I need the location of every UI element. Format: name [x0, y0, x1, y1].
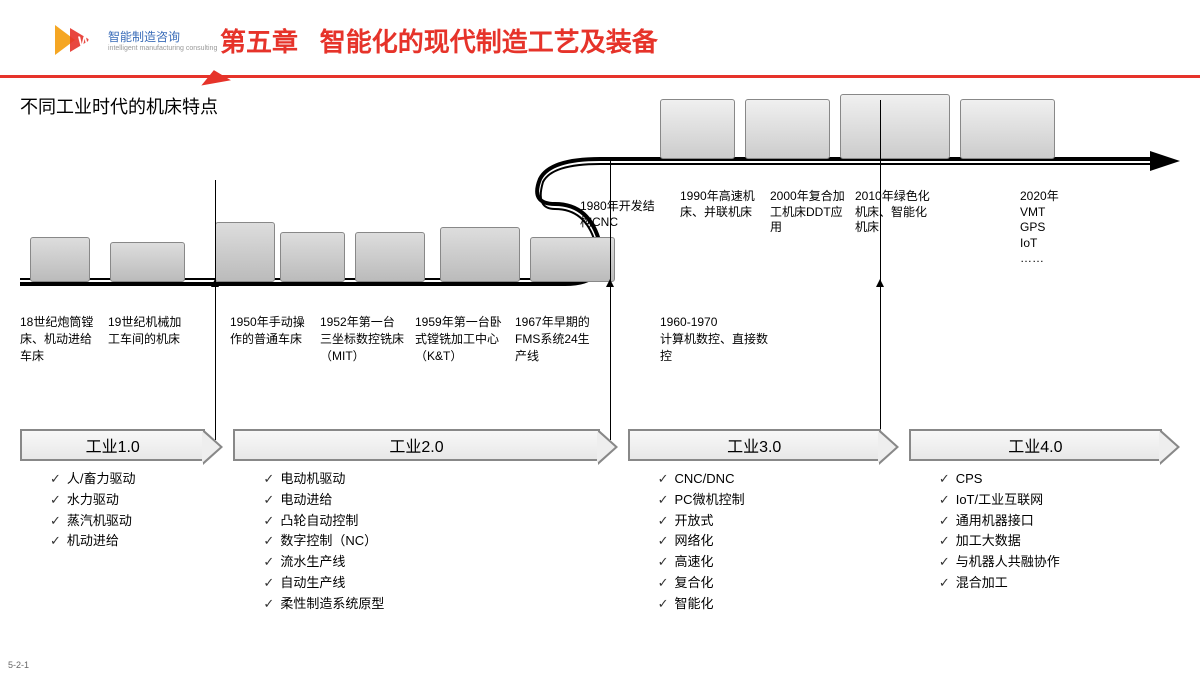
logo-tiny: intelligent manufacturing consulting — [108, 45, 220, 52]
era-feature-item: 与机器人共融协作 — [939, 552, 1180, 573]
era-feature-list: CPSIoT/工业互联网通用机器接口加工大数据与机器人共融协作混合加工 — [909, 469, 1180, 594]
tick-mark — [610, 279, 611, 304]
machine-icon — [30, 237, 90, 282]
era-feature-item: 电动进给 — [263, 490, 617, 511]
era-arrows: 工业1.0人/畜力驱动水力驱动蒸汽机驱动机动进给工业2.0电动机驱动电动进给凸轮… — [0, 429, 1200, 615]
logo-subtitle: 智能制造咨询 — [108, 28, 180, 45]
timeline-area: 1980年开发结构CNC 1990年高速机床、并联机床 2000年复合加工机床DDT… — [0, 124, 1200, 304]
milestone-label: 1952年第一台三坐标数控铣床（MIT） — [320, 314, 405, 364]
era-feature-item: 开放式 — [658, 511, 899, 532]
machine-icon — [280, 232, 345, 282]
era-feature-list: 人/畜力驱动水力驱动蒸汽机驱动机动进给 — [20, 469, 223, 552]
era-arrow-label: 工业2.0 — [233, 429, 599, 461]
tick-mark — [880, 279, 881, 304]
era-column: 工业3.0 CNC/DNCPC微机控制开放式网络化高速化复合化智能化 — [628, 429, 899, 615]
milestone-label: 1960-1970 计算机数控、直接数控 — [660, 314, 770, 364]
era-column: 工业4.0 CPSIoT/工业互联网通用机器接口加工大数据与机器人共融协作混合加工 — [909, 429, 1180, 615]
machine-icon — [440, 227, 520, 282]
timeline-label: 2010年绿色化机床、智能化机床 — [855, 189, 930, 236]
era-feature-list: 电动机驱动电动进给凸轮自动控制数字控制（NC）流水生产线自动生产线柔性制造系统原… — [233, 469, 617, 615]
era-feature-item: 机动进给 — [50, 531, 223, 552]
era-feature-item: 数字控制（NC） — [263, 531, 617, 552]
era-column: 工业2.0 电动机驱动电动进给凸轮自动控制数字控制（NC）流水生产线自动生产线柔性… — [233, 429, 617, 615]
machine-icon — [355, 232, 425, 282]
logo-icon: W — [50, 20, 100, 60]
milestone-label: 1950年手动操作的普通车床 — [230, 314, 310, 348]
era-feature-list: CNC/DNCPC微机控制开放式网络化高速化复合化智能化 — [628, 469, 899, 615]
era-feature-item: 自动生产线 — [263, 573, 617, 594]
era-feature-item: 加工大数据 — [939, 531, 1180, 552]
logo-text-block: 智能制造咨询 intelligent manufacturing consult… — [108, 28, 220, 52]
red-divider — [0, 75, 1200, 78]
era-feature-item: 柔性制造系统原型 — [263, 594, 617, 615]
era-feature-item: 蒸汽机驱动 — [50, 511, 223, 532]
machine-icon — [530, 237, 615, 282]
era-column: 工业1.0 人/畜力驱动水力驱动蒸汽机驱动机动进给 — [20, 429, 223, 615]
milestone-label: 19世纪机械加工车间的机床 — [108, 314, 183, 348]
header: W 智能制造咨询 intelligent manufacturing consu… — [0, 0, 1200, 70]
timeline-label: 1980年开发结构CNC — [580, 199, 655, 230]
machine-icon — [840, 94, 950, 159]
timeline-label: 2020年 VMT GPS IoT …… — [1020, 189, 1095, 267]
era-feature-item: 高速化 — [658, 552, 899, 573]
era-feature-item: 智能化 — [658, 594, 899, 615]
era-feature-item: 流水生产线 — [263, 552, 617, 573]
page-number: 5-2-1 — [8, 660, 29, 670]
era-feature-item: 混合加工 — [939, 573, 1180, 594]
machine-icon — [745, 99, 830, 159]
era-feature-item: CPS — [939, 469, 1180, 490]
era-feature-item: 网络化 — [658, 531, 899, 552]
era-feature-item: 凸轮自动控制 — [263, 511, 617, 532]
era-feature-item: 通用机器接口 — [939, 511, 1180, 532]
machine-icon — [960, 99, 1055, 159]
era-feature-item: 水力驱动 — [50, 490, 223, 511]
machine-icon — [660, 99, 735, 159]
era-feature-item: 电动机驱动 — [263, 469, 617, 490]
tick-mark — [215, 279, 216, 304]
svg-text:W: W — [78, 33, 92, 49]
era-feature-item: CNC/DNC — [658, 469, 899, 490]
milestone-label: 1967年早期的FMS系统24生产线 — [515, 314, 595, 364]
milestone-label: 18世纪炮筒镗床、机动进给车床 — [20, 314, 95, 364]
milestones-row: 18世纪炮筒镗床、机动进给车床 19世纪机械加工车间的机床 1950年手动操作的普通… — [0, 304, 1200, 424]
timeline-label: 1990年高速机床、并联机床 — [680, 189, 755, 220]
era-feature-item: PC微机控制 — [658, 490, 899, 511]
machine-icon — [110, 242, 185, 282]
era-feature-item: 人/畜力驱动 — [50, 469, 223, 490]
era-feature-item: 复合化 — [658, 573, 899, 594]
era-arrow-label: 工业4.0 — [909, 429, 1162, 461]
era-arrow-label: 工业3.0 — [628, 429, 881, 461]
milestone-label: 1959年第一台卧式镗铣加工中心（K&T） — [415, 314, 505, 364]
timeline-label: 2000年复合加工机床DDT应用 — [770, 189, 845, 236]
era-feature-item: IoT/工业互联网 — [939, 490, 1180, 511]
machine-icon — [215, 222, 275, 282]
era-arrow-label: 工业1.0 — [20, 429, 205, 461]
chapter-title: 第五章 智能化的现代制造工艺及装备 — [220, 22, 658, 59]
